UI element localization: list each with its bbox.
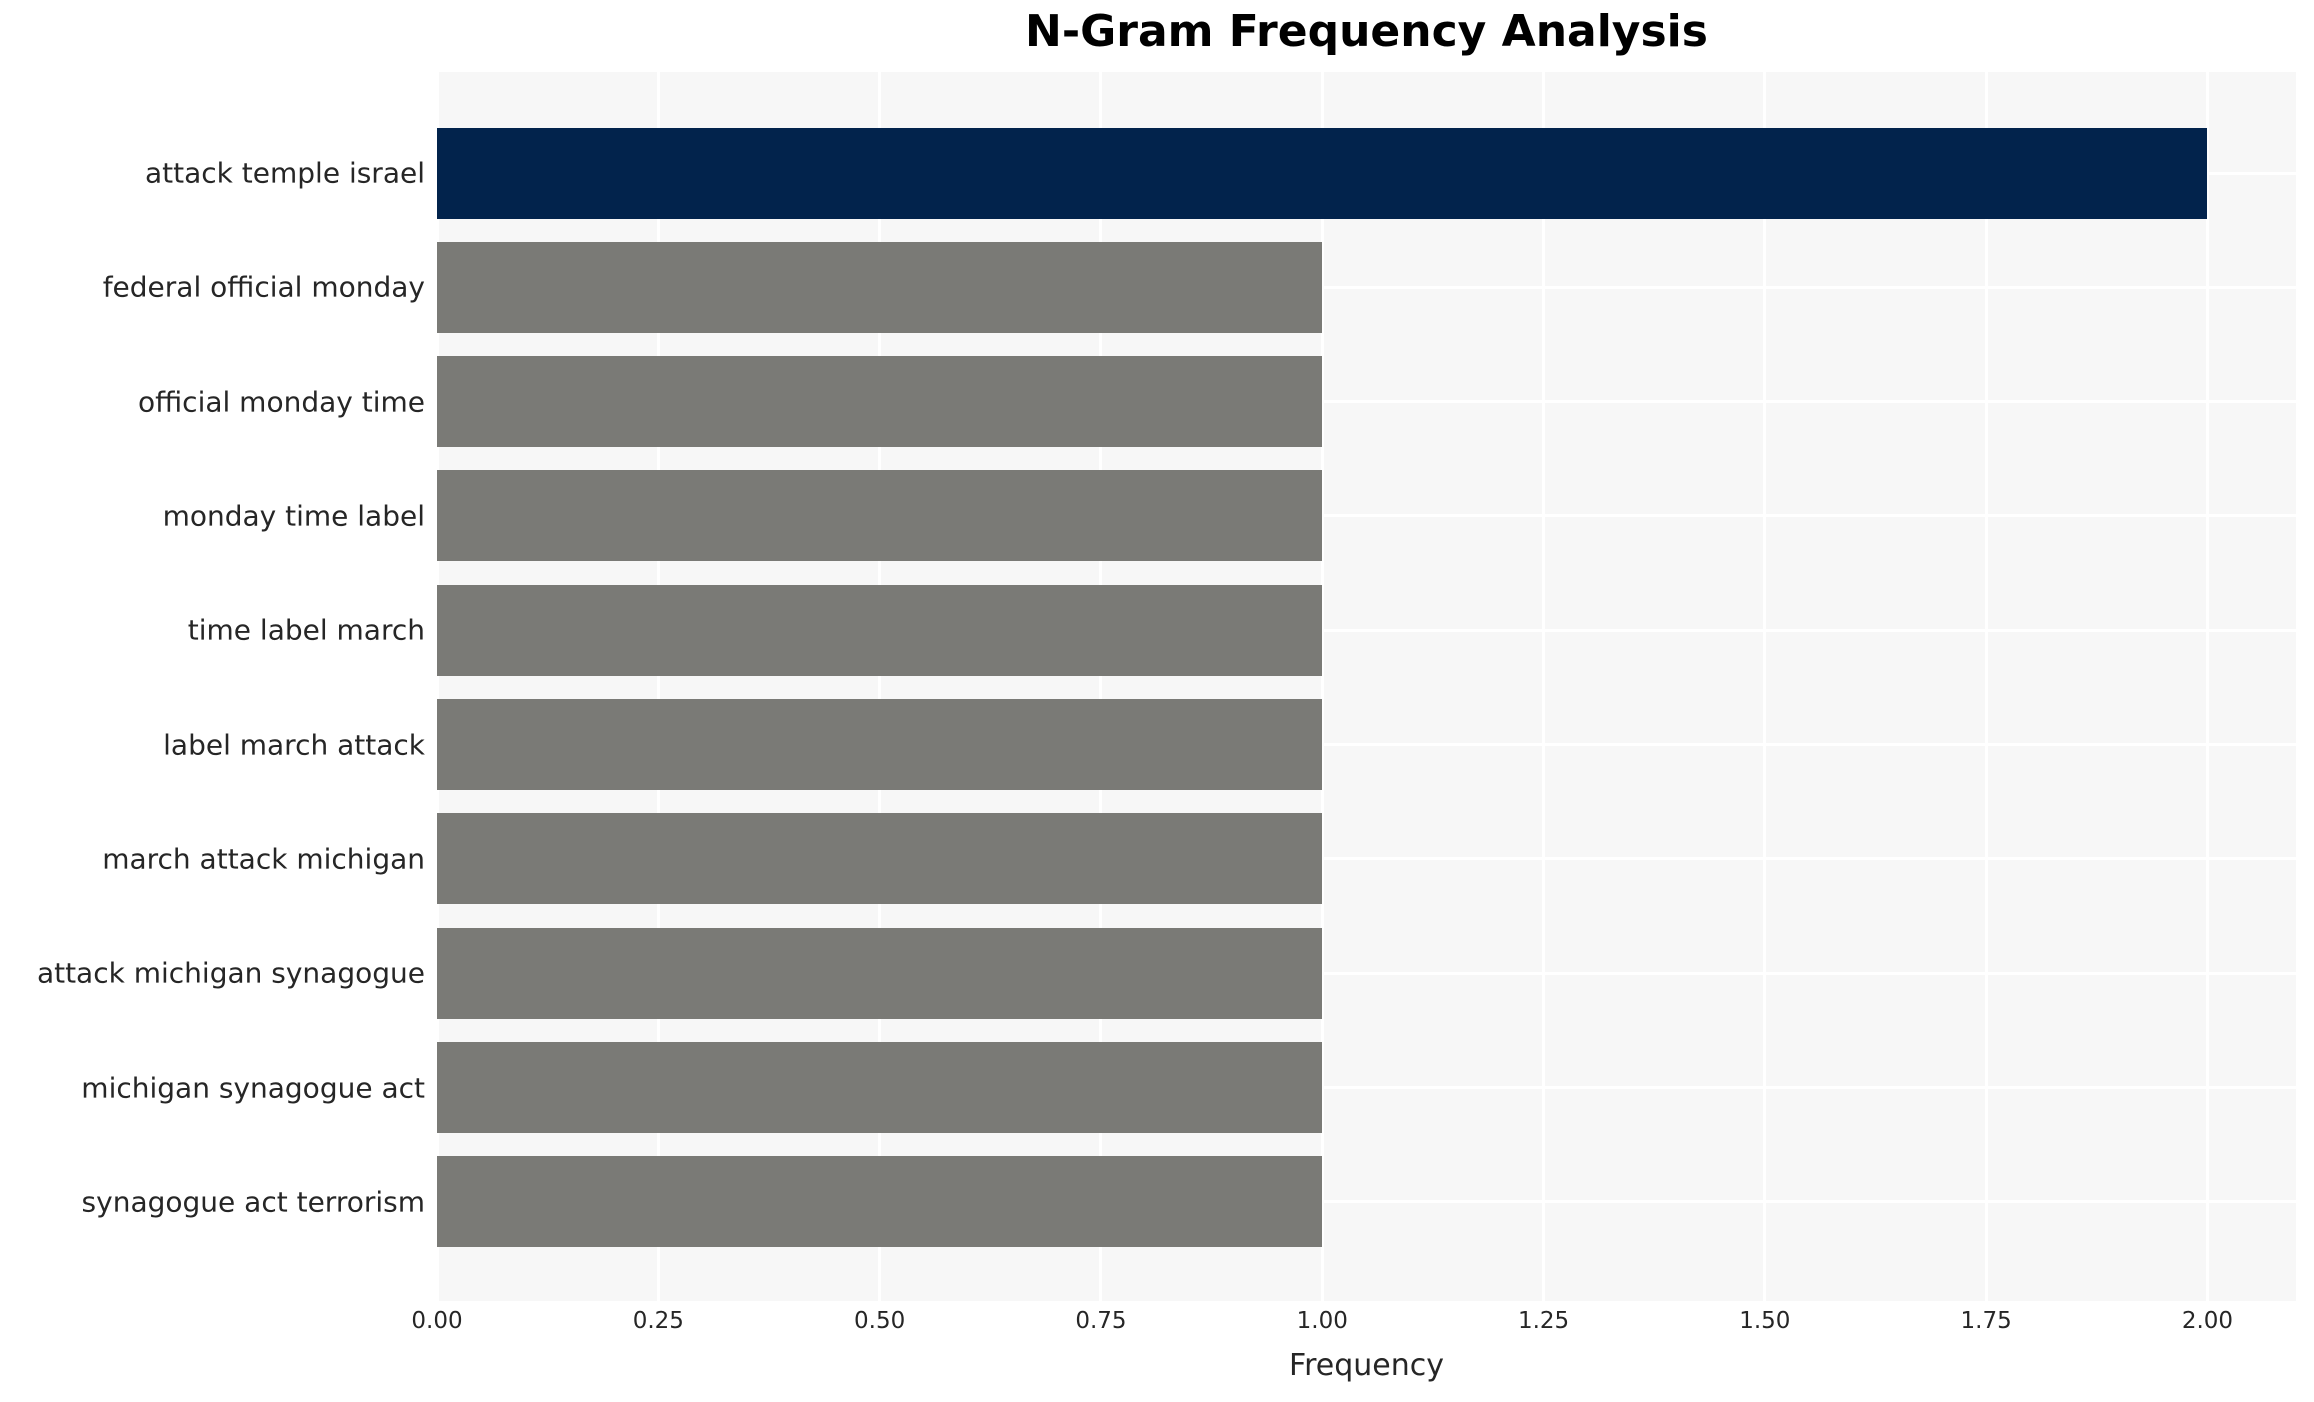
y-tick-label: official monday time bbox=[137, 385, 425, 419]
bar-attack-temple-israel bbox=[437, 127, 2208, 219]
x-tick-label: 1.75 bbox=[1960, 1308, 2012, 1334]
y-tick-label: synagogue act terrorism bbox=[81, 1185, 425, 1219]
x-gridline bbox=[878, 72, 882, 1301]
y-tick-label: michigan synagogue act bbox=[81, 1071, 425, 1105]
x-gridline bbox=[435, 72, 439, 1301]
y-tick-label: federal official monday bbox=[102, 270, 425, 304]
y-gridline bbox=[437, 514, 2296, 518]
x-tick-label: 2.00 bbox=[2181, 1308, 2234, 1334]
y-gridline bbox=[437, 857, 2296, 861]
bar-official-monday-time bbox=[437, 356, 1323, 448]
y-gridline bbox=[437, 743, 2296, 747]
y-gridline bbox=[437, 1200, 2296, 1204]
x-axis-title: Frequency bbox=[1289, 1348, 1444, 1383]
y-tick-label: march attack michigan bbox=[102, 842, 425, 876]
y-tick-label: label march attack bbox=[163, 728, 425, 762]
y-gridline bbox=[437, 628, 2296, 632]
x-tick-label: 0.00 bbox=[411, 1308, 463, 1334]
x-gridline bbox=[1542, 72, 1546, 1301]
bar-federal-official-monday bbox=[437, 241, 1323, 333]
y-gridline bbox=[437, 285, 2296, 289]
x-tick-label: 1.50 bbox=[1739, 1308, 1791, 1334]
plot-area bbox=[435, 72, 2296, 1301]
y-gridline bbox=[437, 971, 2296, 975]
y-tick-label: time label march bbox=[187, 613, 425, 647]
bar-march-attack-michigan bbox=[437, 813, 1323, 905]
bar-michigan-synagogue-act bbox=[437, 1042, 1323, 1134]
bar-attack-michigan-synagogue bbox=[437, 927, 1323, 1019]
x-gridline bbox=[656, 72, 660, 1301]
chart-title: N-Gram Frequency Analysis bbox=[1025, 6, 1708, 57]
x-gridline bbox=[1099, 72, 1103, 1301]
bar-synagogue-act-terrorism bbox=[437, 1156, 1323, 1248]
y-gridline bbox=[437, 400, 2296, 404]
x-tick-label: 0.25 bbox=[632, 1308, 684, 1334]
x-gridline bbox=[1763, 72, 1767, 1301]
x-tick-label: 0.50 bbox=[854, 1308, 906, 1334]
x-tick-label: 0.75 bbox=[1075, 1308, 1127, 1334]
bar-time-label-march bbox=[437, 584, 1323, 676]
y-tick-label: attack michigan synagogue bbox=[36, 956, 425, 990]
x-gridline bbox=[2205, 72, 2209, 1301]
x-tick-label: 1.25 bbox=[1517, 1308, 1570, 1334]
x-gridline bbox=[1984, 72, 1988, 1301]
y-tick-label: attack temple israel bbox=[145, 156, 425, 190]
y-gridline bbox=[437, 1086, 2296, 1090]
x-tick-label: 1.00 bbox=[1296, 1308, 1348, 1334]
bar-monday-time-label bbox=[437, 470, 1323, 562]
bar-label-march-attack bbox=[437, 699, 1323, 791]
y-tick-label: monday time label bbox=[162, 499, 425, 533]
x-gridline bbox=[1320, 72, 1324, 1301]
